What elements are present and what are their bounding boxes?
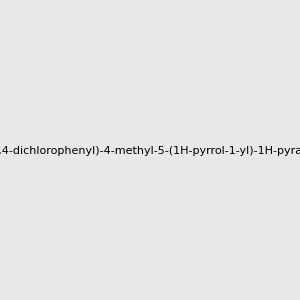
Text: N-Cyclopentyl-1-(3,4-dichlorophenyl)-4-methyl-5-(1H-pyrrol-1-yl)-1H-pyrazole-3-c: N-Cyclopentyl-1-(3,4-dichlorophenyl)-4-m… xyxy=(0,146,300,157)
